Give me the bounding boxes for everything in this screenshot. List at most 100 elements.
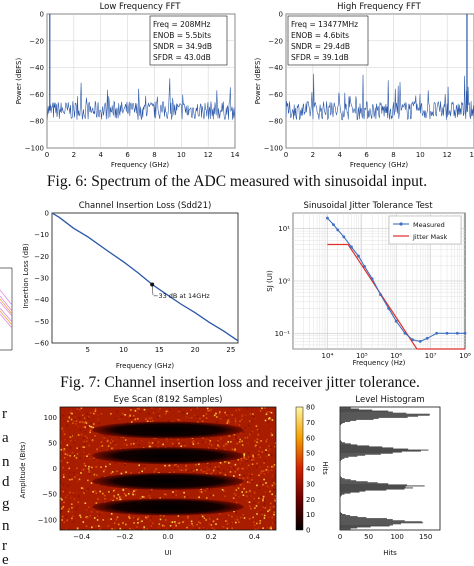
plot-frame bbox=[59, 406, 277, 531]
heat-cell bbox=[270, 469, 273, 471]
y-tick-label: −20 bbox=[34, 253, 49, 261]
heat-cell bbox=[215, 448, 218, 450]
y-tick-label: −40 bbox=[29, 64, 44, 72]
heat-cell bbox=[141, 470, 143, 473]
heat-cell bbox=[153, 446, 156, 448]
heat-cell bbox=[241, 491, 243, 493]
heat-cell bbox=[164, 413, 166, 415]
measured-point bbox=[342, 235, 346, 239]
heat-cell bbox=[70, 435, 72, 437]
heat-cell bbox=[256, 428, 259, 431]
heat-cell bbox=[159, 407, 161, 410]
heat-cell bbox=[270, 502, 272, 505]
stats-frame bbox=[287, 15, 369, 66]
heat-cell bbox=[198, 521, 200, 523]
heat-cell bbox=[128, 514, 130, 516]
heat-cell bbox=[201, 515, 204, 518]
stat-line: SNDR = 34.9dB bbox=[153, 42, 212, 51]
heat-cell bbox=[113, 495, 115, 497]
heat-cell bbox=[270, 411, 273, 414]
heat-cell bbox=[262, 495, 265, 498]
heat-cell bbox=[210, 408, 212, 411]
heat-cell bbox=[109, 461, 112, 464]
heat-cell bbox=[80, 434, 83, 436]
heat-cell bbox=[63, 433, 66, 436]
heat-cell bbox=[60, 497, 62, 500]
heat-cell bbox=[109, 463, 111, 465]
heat-cell bbox=[235, 409, 237, 412]
heat-cell bbox=[271, 475, 274, 477]
heat-cell bbox=[172, 494, 174, 497]
text-fragment: d bbox=[2, 474, 10, 490]
heat-cell bbox=[138, 464, 140, 467]
heat-cell bbox=[94, 458, 96, 461]
heat-cell bbox=[217, 468, 219, 470]
x-tick-label: 14 bbox=[470, 151, 474, 159]
heat-cell bbox=[65, 516, 67, 518]
heat-cell bbox=[245, 458, 248, 461]
y-axis-label: Power (dBFS) bbox=[15, 58, 23, 105]
x-axis-label: Frequency (GHz) bbox=[350, 161, 408, 169]
heat-cell bbox=[232, 438, 235, 440]
heat-cell bbox=[265, 482, 267, 484]
heat-cell bbox=[190, 469, 193, 471]
heat-cell bbox=[74, 476, 76, 478]
heat-cell bbox=[141, 520, 143, 522]
heat-cell bbox=[242, 486, 245, 488]
heat-cell bbox=[84, 435, 87, 437]
heat-cell bbox=[196, 469, 198, 471]
heat-cell bbox=[87, 468, 90, 470]
heat-cell bbox=[248, 505, 251, 508]
heat-cell bbox=[257, 453, 260, 456]
heat-cell bbox=[262, 498, 264, 500]
heat-cell bbox=[174, 467, 177, 469]
heat-cell bbox=[105, 465, 107, 468]
cropped-chart-fragment bbox=[0, 267, 13, 351]
heat-cell bbox=[112, 499, 114, 502]
heat-cell bbox=[227, 441, 230, 443]
heat-cell bbox=[88, 471, 90, 473]
heat-cell bbox=[274, 483, 276, 486]
heat-cell bbox=[263, 473, 266, 475]
heat-cell bbox=[128, 517, 131, 519]
heat-cell bbox=[199, 517, 201, 520]
heat-cell bbox=[87, 469, 89, 472]
heat-cell bbox=[174, 523, 176, 526]
heat-cell bbox=[212, 469, 215, 472]
heat-cell bbox=[107, 439, 109, 442]
heat-cell bbox=[264, 460, 266, 462]
text-fragment: n bbox=[2, 518, 10, 534]
heat-cell bbox=[165, 410, 168, 413]
heat-cell bbox=[263, 478, 265, 481]
heat-cell bbox=[245, 459, 248, 462]
stat-line: ENOB = 5.5bits bbox=[153, 31, 211, 40]
heat-cell bbox=[270, 432, 273, 434]
colorbar-tick: 0 bbox=[306, 527, 310, 535]
heat-cell bbox=[60, 442, 63, 445]
heat-cell bbox=[261, 517, 264, 519]
heat-cell bbox=[205, 516, 207, 519]
heat-cell bbox=[110, 438, 113, 441]
heat-cell bbox=[152, 441, 155, 444]
heat-cell bbox=[83, 443, 86, 445]
y-tick-label: −100 bbox=[264, 145, 283, 153]
measured-point bbox=[350, 245, 353, 249]
measured-point bbox=[370, 277, 374, 281]
heat-cell bbox=[185, 468, 188, 471]
x-tick-label: 4 bbox=[337, 151, 342, 159]
heat-cell bbox=[71, 517, 73, 520]
heat-cell bbox=[179, 515, 182, 517]
heat-cell bbox=[68, 508, 70, 510]
heat-cell bbox=[267, 468, 269, 471]
heat-cell bbox=[157, 441, 160, 443]
heat-cell bbox=[152, 522, 154, 525]
heat-cell bbox=[89, 431, 91, 434]
heat-cell bbox=[223, 470, 225, 472]
heat-cell bbox=[76, 491, 79, 494]
heat-cell bbox=[108, 519, 110, 521]
heat-cell bbox=[112, 490, 115, 492]
heat-cell bbox=[221, 463, 223, 465]
y-tick-label: −20 bbox=[268, 37, 283, 45]
heat-cell bbox=[73, 441, 76, 444]
heat-cell bbox=[238, 521, 240, 523]
